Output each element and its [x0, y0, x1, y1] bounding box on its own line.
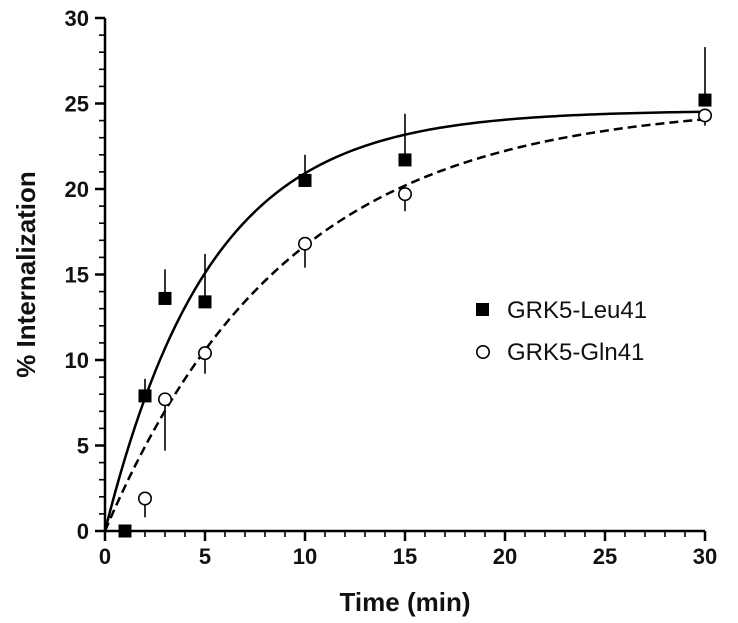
data-point-square: [158, 291, 172, 305]
y-tick-label: 15: [65, 263, 89, 288]
data-point-circle: [158, 392, 173, 407]
x-tick-label: 10: [293, 544, 317, 569]
x-tick-label: 20: [493, 544, 517, 569]
legend-label-grk5-leu41: GRK5-Leu41: [507, 297, 647, 324]
y-tick-label: 30: [65, 6, 89, 31]
data-point-square: [398, 153, 412, 167]
y-axis-title: % Internalization: [11, 171, 41, 378]
data-point-circle: [138, 491, 153, 506]
x-tick-label: 25: [593, 544, 617, 569]
x-tick-label: 30: [693, 544, 717, 569]
error-bars: [144, 47, 706, 518]
legend-marker-open-circle: [475, 344, 490, 359]
x-tick-label: 15: [393, 544, 417, 569]
y-ticks: 0 5 10 15 20 25 30: [65, 6, 105, 544]
y-tick-label: 20: [65, 177, 89, 202]
data-point-circle: [697, 108, 712, 123]
x-ticks: 0 5 10 15 20 25 30: [99, 531, 717, 569]
data-point-circle: [397, 187, 412, 202]
x-tick-label: 0: [99, 544, 111, 569]
legend: GRK5-Leu41 GRK5-Gln41: [475, 297, 647, 366]
y-tick-label: 0: [77, 519, 89, 544]
y-tick-label: 10: [65, 348, 89, 373]
legend-marker-filled-square: [476, 303, 489, 316]
x-tick-label: 5: [199, 544, 211, 569]
legend-label-grk5-gln41: GRK5-Gln41: [507, 339, 644, 366]
data-point-square: [138, 389, 152, 403]
axes: [103, 18, 705, 533]
data-point-square: [698, 93, 712, 107]
fit-curve-dashed: [103, 118, 706, 532]
x-axis-title: Time (min): [340, 587, 471, 617]
data-point-circle: [198, 346, 213, 361]
data-point-square: [198, 295, 212, 309]
data-point-circle: [297, 236, 312, 251]
data-point-square: [298, 173, 312, 187]
y-tick-label: 25: [65, 92, 89, 117]
y-tick-label: 5: [77, 434, 89, 459]
